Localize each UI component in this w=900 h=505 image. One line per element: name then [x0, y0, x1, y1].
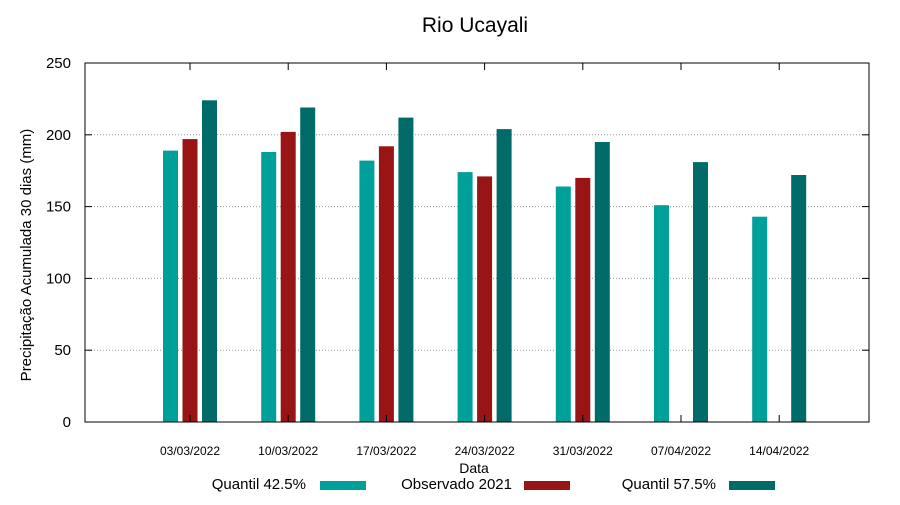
x-tick-label: 03/03/2022 — [160, 444, 220, 458]
x-tick-label: 17/03/2022 — [356, 444, 416, 458]
y-tick-label: 200 — [46, 127, 71, 144]
x-tick-label: 24/03/2022 — [455, 444, 515, 458]
y-tick-label: 0 — [63, 414, 71, 431]
legend-swatch — [524, 481, 570, 490]
bar — [496, 129, 512, 422]
bar — [163, 150, 178, 422]
bar — [457, 172, 473, 422]
plot-frame — [84, 62, 870, 423]
y-axis-label: Precipitação Acumulada 30 dias (mm) — [18, 129, 35, 382]
legend-label: Quantil 42.5% — [212, 476, 306, 493]
legend-label: Observado 2021 — [401, 476, 512, 493]
y-tick-label: 50 — [54, 342, 71, 359]
x-axis-ticks: 03/03/2022 10/03/2022 17/03/2022 24/03/2022… — [160, 63, 810, 458]
bar — [693, 162, 708, 422]
bar — [594, 142, 610, 422]
bars — [163, 100, 807, 423]
x-tick-label: 14/04/2022 — [749, 444, 809, 458]
bar — [202, 100, 217, 423]
x-tick-label: 10/03/2022 — [258, 444, 318, 458]
bar — [477, 176, 493, 422]
bar — [300, 107, 316, 422]
legend-swatch — [320, 481, 366, 490]
legend-swatch — [729, 481, 775, 490]
y-tick-label: 100 — [46, 270, 71, 287]
bar — [280, 131, 296, 422]
bar — [261, 152, 277, 422]
bar — [182, 139, 198, 422]
bar — [752, 216, 768, 422]
bar — [575, 177, 591, 422]
legend-label: Quantil 57.5% — [622, 476, 716, 493]
bar — [378, 146, 394, 423]
legend: Quantil 42.5% Observado 2021 Quantil 57.5% — [212, 476, 775, 493]
x-tick-label: 31/03/2022 — [553, 444, 613, 458]
bar — [654, 205, 669, 422]
bar — [398, 117, 414, 422]
chart-title: Rio Ucayali — [422, 14, 528, 37]
y-axis-ticks: 0 50 100 150 200 250 — [46, 55, 869, 431]
x-axis-label: Data — [459, 460, 489, 476]
y-tick-label: 150 — [46, 199, 71, 216]
bar — [555, 186, 571, 422]
bar — [359, 160, 375, 422]
x-tick-label: 07/04/2022 — [651, 444, 711, 458]
y-tick-label: 250 — [46, 55, 71, 72]
bar — [791, 175, 807, 422]
